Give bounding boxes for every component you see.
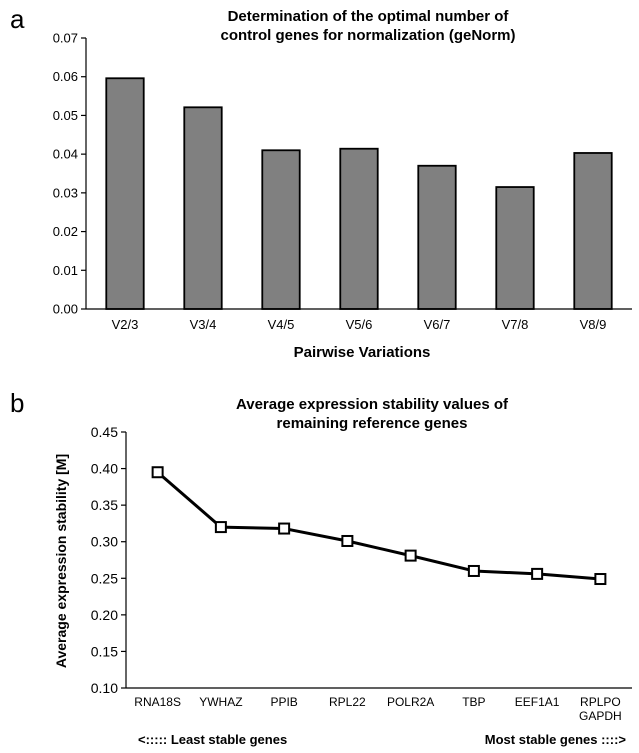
data-point [151,466,164,479]
x-tick-label: V5/6 [346,317,373,332]
data-point [531,567,544,580]
bar [105,77,145,310]
x-tick-label: RPL22 [329,695,366,709]
chart-a-title-line-2: control genes for normalization (geNorm) [220,27,515,44]
chart-a-plot-area: 0.00 0.01 0.02 0.03 0.04 0.05 0.06 0.07 V2/3 V3/4… [53,31,632,332]
x-tick-label: PPIB [270,695,297,709]
bar [261,149,301,310]
x-tick-label: YWHAZ [199,695,242,709]
least-stable-annotation: <::::: Least stable genes [138,732,287,747]
y-tick-label: 0.45 [91,424,118,440]
x-tick-label: V6/7 [424,317,451,332]
data-point [278,522,291,535]
y-tick-label: 0.03 [53,185,78,200]
x-tick-label: V4/5 [268,317,295,332]
series-line [156,471,601,581]
chart-b-title-line-1: Average expression stability values of [236,396,509,413]
y-tick-label: 0.02 [53,224,78,239]
panel-a-label: a [10,4,25,34]
y-tick-label: 0.05 [53,108,78,123]
x-tick-label: V3/4 [190,317,217,332]
data-point [341,534,354,547]
y-tick-label: 0.25 [91,570,118,586]
y-tick-label: 0.00 [53,302,78,317]
data-point [214,521,227,534]
y-tick-label: 0.07 [53,31,78,46]
most-stable-annotation: Most stable genes ::::> [485,732,627,747]
chart-b-y-axis-label: Average expression stability [M] [53,454,69,668]
bar [339,147,379,310]
y-tick-label: 0.30 [91,534,118,550]
x-tick-label: EEF1A1 [515,695,560,709]
bar [573,152,613,310]
x-tick-label: TBP [462,695,485,709]
chart-b-title-line-2: remaining reference genes [277,415,468,432]
y-tick-label: 0.01 [53,263,78,278]
panel-b-label: b [10,388,24,418]
bar [495,186,535,310]
data-point [467,564,480,577]
y-tick-label: 0.20 [91,607,118,623]
x-tick-label: POLR2A [387,695,434,709]
x-tick-label: RNA18S [134,695,181,709]
x-tick-label: GAPDH [579,709,622,723]
data-point [594,573,607,586]
data-point [404,549,417,562]
y-tick-label: 0.10 [91,680,118,696]
x-tick-label: V8/9 [580,317,607,332]
chart-a-title-line-1: Determination of the optimal number of [228,8,510,25]
x-tick-label: V7/8 [502,317,529,332]
y-tick-label: 0.35 [91,497,118,513]
bar [417,164,457,310]
y-tick-label: 0.04 [53,147,78,162]
x-tick-label: RPLPO [580,695,621,709]
y-tick-label: 0.06 [53,69,78,84]
chart-a-x-axis-label: Pairwise Variations [294,344,431,361]
chart-b-plot-area: 0.10 0.15 0.20 0.25 0.30 0.35 0.40 0.45 RNA18S YW… [91,424,632,723]
bar [183,106,223,310]
y-tick-label: 0.15 [91,643,118,659]
x-tick-label: V2/3 [112,317,139,332]
y-tick-label: 0.40 [91,461,118,477]
